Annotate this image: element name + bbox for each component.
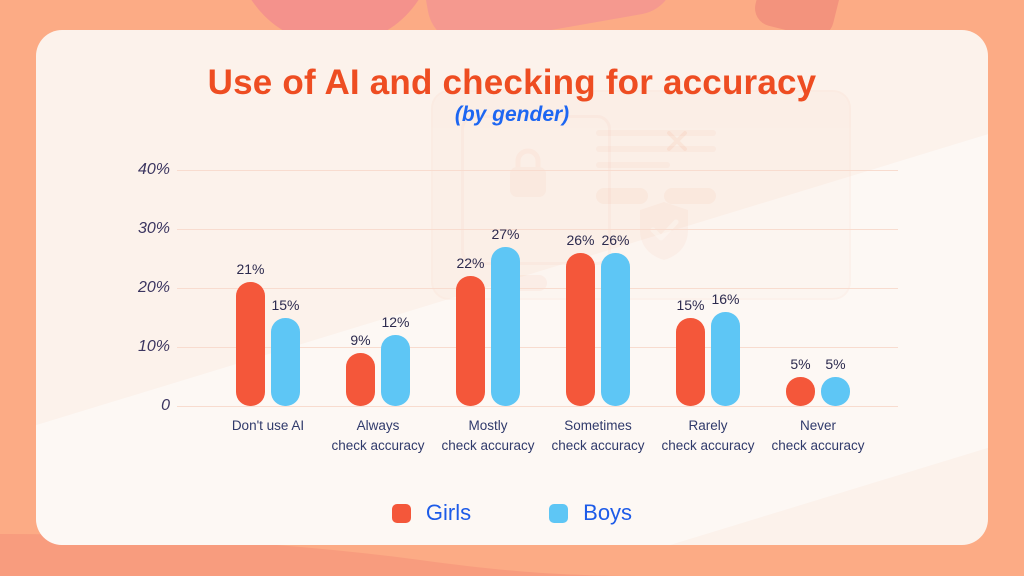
- chart-card: Use of AI and checking for accuracy (by …: [36, 30, 988, 545]
- bar-pair: 21% 15%: [236, 261, 300, 406]
- bar-column: 15%: [271, 296, 300, 406]
- legend-item-girls: Girls: [391, 500, 472, 526]
- bar-girls-1: [346, 352, 375, 406]
- bar-column: 22%: [456, 255, 485, 406]
- category-label: Rarely check accuracy: [661, 418, 755, 454]
- bar-pair: 26% 26%: [566, 232, 630, 406]
- boys-swatch-icon: [549, 503, 569, 523]
- watermark-text-line: [596, 146, 716, 152]
- bar-girls-5: [786, 376, 815, 406]
- bar-pair: 9% 12%: [346, 314, 410, 406]
- gridline: [177, 170, 898, 171]
- y-axis-tick-label: 10%: [137, 338, 170, 355]
- bar-boys-1: [381, 335, 410, 406]
- bar-group: 15% 16% Rarely check accuracy: [653, 170, 763, 454]
- bar-column: 5%: [786, 355, 815, 406]
- bar-value-label: 26%: [601, 231, 630, 248]
- legend-label-boys: Boys: [583, 500, 633, 525]
- bar-value-label: 12%: [381, 314, 410, 331]
- bar-girls-2: [456, 276, 485, 406]
- shield-check-icon: [640, 202, 688, 260]
- bar-groups: 21% 15% Don't use AI 9% 12% Always check accur…: [177, 170, 898, 454]
- bar-value-label: 5%: [790, 355, 811, 372]
- bar-value-label: 9%: [350, 331, 371, 348]
- gridline: [177, 288, 898, 289]
- bar-column: 5%: [821, 355, 850, 406]
- bar-group: 22% 27% Mostly check accuracy: [433, 170, 543, 454]
- bar-column: 26%: [601, 232, 630, 406]
- category-label: Always check accuracy: [331, 418, 425, 454]
- bar-value-label: 15%: [676, 296, 705, 313]
- bar-boys-0: [271, 317, 300, 406]
- bar-girls-4: [676, 317, 705, 406]
- bar-value-label: 22%: [456, 255, 485, 272]
- page-subtitle: (by gender): [454, 103, 570, 126]
- bar-girls-0: [236, 282, 265, 406]
- page-title: Use of AI and checking for accuracy: [207, 63, 817, 102]
- girls-swatch-icon: [391, 503, 411, 523]
- bar-group: 5% 5% Never check accuracy: [763, 170, 873, 454]
- bar-column: 16%: [711, 291, 740, 406]
- bar-value-label: 5%: [825, 355, 846, 372]
- watermark-button-pill: [664, 188, 716, 204]
- category-label: Don't use AI: [231, 418, 305, 433]
- y-axis-tick-label: 0: [161, 397, 170, 414]
- bar-column: 26%: [566, 232, 595, 406]
- padlock-icon: [510, 148, 546, 197]
- gridline: [177, 347, 898, 348]
- gridline: [177, 229, 898, 230]
- bar-pair: 22% 27%: [456, 226, 520, 406]
- category-label: Mostly check accuracy: [441, 418, 535, 454]
- bar-column: 12%: [381, 314, 410, 406]
- category-label: Sometimes check accuracy: [551, 418, 645, 454]
- legend-label-girls: Girls: [425, 500, 472, 525]
- bar-value-label: 21%: [236, 261, 265, 278]
- y-axis-tick-label: 40%: [137, 161, 170, 178]
- bar-boys-5: [821, 376, 850, 406]
- plot-area: 40% 30% 20% 10% 0 21% 15% Don't use AI 9% 12% Alwa…: [138, 161, 898, 454]
- bar-boys-3: [601, 252, 630, 406]
- bar-pair: 5% 5%: [786, 355, 850, 406]
- bar-value-label: 27%: [491, 225, 520, 242]
- bar-value-label: 26%: [566, 231, 595, 248]
- chart-legend: Girls Boys: [36, 500, 988, 526]
- category-label: Never check accuracy: [771, 418, 865, 454]
- bar-column: 21%: [236, 261, 265, 406]
- y-axis-tick-label: 20%: [137, 279, 170, 296]
- bar-value-label: 16%: [711, 290, 740, 307]
- close-icon: [667, 131, 687, 151]
- bar-girls-3: [566, 252, 595, 406]
- watermark-text-line: [596, 162, 670, 168]
- bar-value-label: 15%: [271, 296, 300, 313]
- bar-group: 21% 15% Don't use AI: [213, 170, 323, 433]
- legend-item-boys: Boys: [549, 500, 632, 526]
- bar-group: 9% 12% Always check accuracy: [323, 170, 433, 453]
- bar-group: 26% 26% Sometimes check accuracy: [543, 170, 653, 454]
- bar-boys-4: [711, 311, 740, 406]
- bar-column: 15%: [676, 296, 705, 406]
- watermark-document-panel: [461, 115, 611, 265]
- y-axis-tick-label: 30%: [137, 220, 170, 237]
- bar-boys-2: [491, 246, 520, 406]
- bar-column: 27%: [491, 226, 520, 406]
- watermark-button-pill: [596, 188, 648, 204]
- watermark-text-line: [596, 130, 716, 136]
- bar-pair: 15% 16%: [676, 291, 740, 406]
- gridline: [177, 406, 898, 407]
- bar-column: 9%: [346, 332, 375, 406]
